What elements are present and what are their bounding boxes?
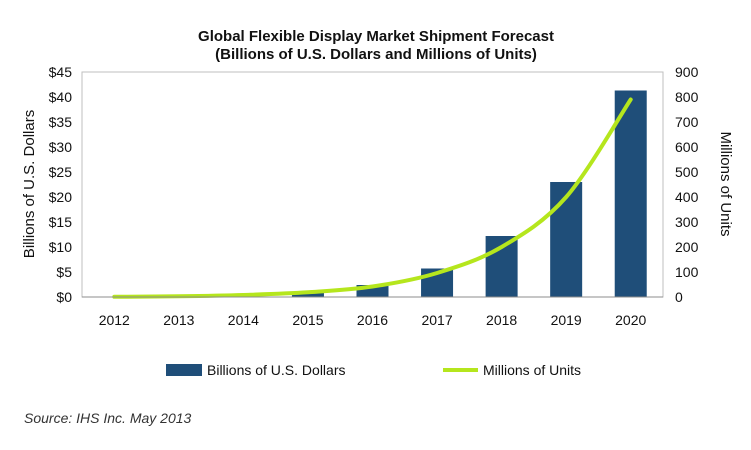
bar-2015 <box>291 292 324 297</box>
source-note: Source: IHS Inc. May 2013 <box>24 410 192 426</box>
y2-tick-label: 100 <box>675 264 699 280</box>
bar-2019 <box>550 182 583 297</box>
legend-bar-swatch <box>166 364 202 376</box>
x-tick-label: 2019 <box>551 312 582 328</box>
y-tick-label: $35 <box>49 114 73 130</box>
y-tick-label: $20 <box>49 189 73 205</box>
x-tick-label: 2020 <box>615 312 646 328</box>
bar-2020 <box>614 90 647 297</box>
y-tick-label: $30 <box>49 139 73 155</box>
x-tick-label: 2016 <box>357 312 388 328</box>
units-line <box>112 97 633 299</box>
y2-axis-title: Millions of Units <box>717 131 734 236</box>
x-tick-label: 2013 <box>163 312 194 328</box>
y-tick-label: $5 <box>56 264 72 280</box>
y2-tick-label: 800 <box>675 89 699 105</box>
y-tick-label: $25 <box>49 164 73 180</box>
legend-line-label: Millions of Units <box>483 362 581 378</box>
chart-title: Global Flexible Display Market Shipment … <box>198 28 554 45</box>
y-axis-title: Billions of U.S. Dollars <box>21 110 38 258</box>
line-layer <box>112 97 633 299</box>
y2-tick-label: 300 <box>675 214 699 230</box>
x-tick-label: 2017 <box>421 312 452 328</box>
y2-tick-label: 600 <box>675 139 699 155</box>
y-tick-label: $10 <box>49 239 73 255</box>
legend-bar-label: Billions of U.S. Dollars <box>207 362 346 378</box>
y-tick-label: $0 <box>56 289 72 305</box>
chart-subtitle: (Billions of U.S. Dollars and Millions o… <box>215 46 537 63</box>
x-tick-label: 2014 <box>228 312 259 328</box>
axis-layer: $0 $5 $10 $15 $20 $25 $30 $35 $40 $45 0 100 200 300 40… <box>49 64 699 328</box>
y2-tick-label: 700 <box>675 114 699 130</box>
y2-tick-label: 200 <box>675 239 699 255</box>
y2-tick-label: 500 <box>675 164 699 180</box>
bars-layer <box>162 90 647 297</box>
y2-tick-label: 0 <box>675 289 683 305</box>
y-tick-label: $45 <box>49 64 73 80</box>
x-tick-label: 2018 <box>486 312 517 328</box>
x-tick-label: 2012 <box>99 312 130 328</box>
x-tick-label: 2015 <box>292 312 323 328</box>
y2-tick-label: 900 <box>675 64 699 80</box>
y-tick-label: $40 <box>49 89 73 105</box>
y-tick-label: $15 <box>49 214 73 230</box>
y2-tick-label: 400 <box>675 189 699 205</box>
